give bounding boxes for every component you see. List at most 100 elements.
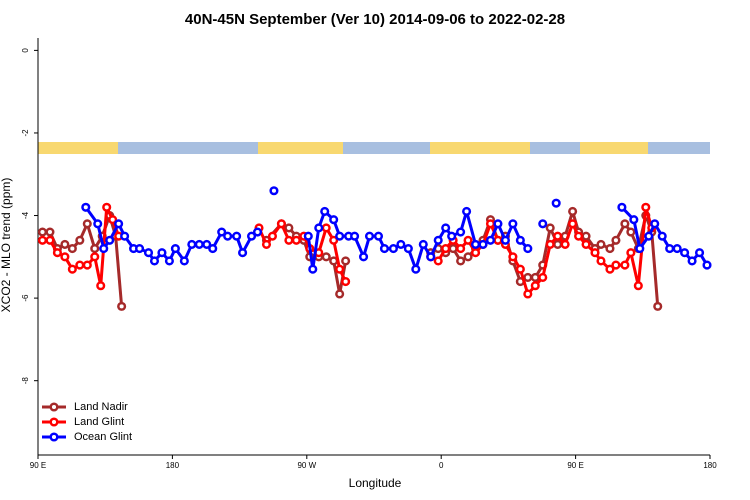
data-point: [626, 227, 636, 237]
data-point: [149, 256, 160, 266]
data-point: [493, 219, 503, 229]
y-tick-label: -8: [21, 377, 30, 385]
data-point: [644, 231, 654, 241]
data-point: [269, 186, 279, 196]
x-tick-label: 90 W: [297, 461, 316, 470]
data-point: [456, 227, 466, 237]
data-point: [553, 239, 563, 249]
data-point: [478, 239, 488, 249]
data-point: [574, 231, 584, 241]
data-point: [411, 264, 421, 274]
data-point: [470, 248, 481, 258]
data-point: [485, 219, 496, 229]
data-point: [45, 235, 55, 245]
legend-label: Ocean Glint: [74, 431, 132, 443]
data-point: [617, 202, 627, 212]
data-point: [605, 244, 615, 254]
data-point: [232, 231, 242, 241]
data-point: [605, 264, 615, 274]
data-point: [553, 231, 563, 241]
data-point: [81, 202, 91, 212]
data-point: [134, 244, 145, 254]
x-tick-label: 180: [703, 461, 717, 470]
data-point: [60, 252, 70, 262]
data-point: [45, 227, 55, 237]
data-point: [314, 223, 324, 233]
data-point: [515, 235, 525, 245]
data-point: [276, 219, 286, 229]
data-point: [364, 231, 375, 241]
data-point: [335, 264, 345, 274]
legend-label: Land Glint: [74, 416, 124, 428]
legend-label: Land Nadir: [74, 401, 128, 413]
data-point: [672, 244, 682, 254]
data-point: [341, 256, 351, 266]
data-point: [82, 219, 92, 229]
data-point: [508, 252, 518, 262]
data-point: [105, 235, 115, 245]
legend-marker: [49, 417, 59, 427]
data-point: [620, 219, 630, 229]
y-tick-label: -6: [21, 294, 30, 302]
data-point: [238, 248, 248, 258]
data-point: [447, 231, 457, 241]
data-point: [508, 219, 518, 229]
data-point: [568, 219, 578, 229]
data-point: [108, 215, 118, 225]
data-point: [560, 239, 570, 249]
series-line: [42, 209, 660, 307]
data-point: [261, 239, 272, 249]
data-point: [291, 235, 301, 245]
data-point: [456, 256, 466, 266]
data-point: [246, 231, 257, 241]
data-point: [596, 256, 606, 266]
data-point: [373, 231, 384, 241]
data-point: [702, 260, 712, 270]
data-point: [523, 289, 533, 299]
x-axis-label: Longitude: [349, 476, 402, 490]
data-point: [462, 206, 472, 216]
data-point: [335, 231, 345, 241]
data-point: [433, 256, 443, 266]
data-point: [611, 235, 621, 245]
data-point: [590, 248, 600, 258]
data-point: [341, 277, 351, 287]
data-point: [75, 260, 85, 270]
data-point: [60, 239, 70, 249]
data-point: [379, 244, 390, 254]
data-point: [96, 281, 106, 291]
data-point: [179, 256, 189, 266]
data-point: [448, 244, 458, 254]
x-tick-label: 90 E: [567, 461, 583, 470]
chart-title: 40N-45N September (Ver 10) 2014-09-06 to…: [185, 11, 565, 28]
data-point: [551, 198, 561, 208]
data-point: [99, 244, 109, 254]
data-point: [388, 244, 398, 254]
data-point: [611, 260, 621, 270]
data-point: [335, 289, 345, 299]
data-point: [90, 244, 100, 254]
data-point: [114, 219, 124, 229]
data-point: [358, 252, 369, 262]
data-point: [52, 248, 62, 258]
data-point: [320, 206, 330, 216]
data-point: [321, 252, 331, 262]
data-point: [164, 256, 174, 266]
data-point: [223, 231, 233, 241]
data-point: [303, 231, 313, 241]
data-point: [418, 239, 428, 249]
data-point: [252, 227, 263, 237]
x-tick-label: 90 E: [30, 461, 46, 470]
data-point: [581, 239, 591, 249]
data-point: [538, 272, 548, 283]
data-point: [500, 235, 510, 245]
data-point: [629, 215, 639, 225]
legend-marker: [49, 432, 59, 442]
data-point: [37, 227, 48, 237]
data-point: [441, 244, 451, 254]
data-point: [403, 244, 413, 254]
data-point: [143, 248, 154, 258]
data-point: [284, 235, 294, 245]
data-point: [493, 235, 503, 245]
